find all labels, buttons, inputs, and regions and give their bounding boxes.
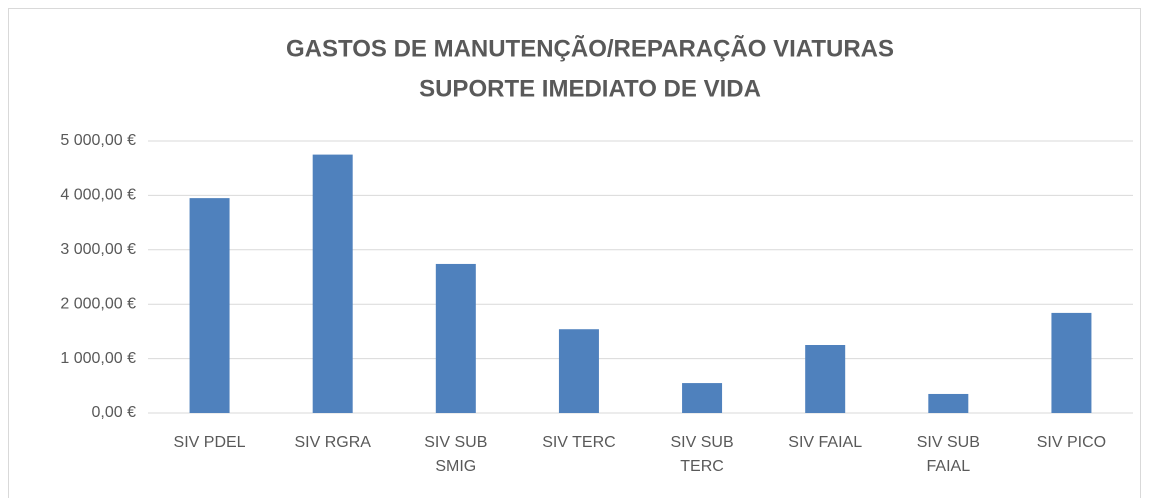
bar [435, 263, 476, 413]
bar [928, 393, 969, 413]
x-tick-label: SIV FAIAL [788, 434, 863, 451]
x-tick-label: SIV PDEL [173, 434, 246, 451]
y-tick-label: 4 000,00 € [60, 187, 136, 204]
bar [805, 345, 846, 413]
x-tick-label: SIV SUB SMIG [424, 434, 488, 475]
y-tick-label: 2 000,00 € [60, 295, 136, 312]
chart-subtitle: SUPORTE IMEDIATO DE VIDA [419, 75, 761, 102]
bar [189, 198, 230, 413]
bar [682, 383, 723, 413]
x-tick-label: SIV PICO [1036, 434, 1107, 451]
x-tick-label: SIV RGRA [294, 434, 371, 451]
bar [558, 329, 599, 413]
x-tick-label: SIV SUB TERC [670, 434, 734, 475]
bar [1051, 312, 1092, 413]
y-tick-label: 3 000,00 € [60, 241, 136, 258]
bar [312, 154, 353, 413]
y-tick-label: 0,00 € [92, 404, 137, 421]
x-tick-label: SIV TERC [542, 434, 616, 451]
chart-title: GASTOS DE MANUTENÇÃO/REPARAÇÃO VIATURAS [286, 34, 894, 62]
y-tick-label: 5 000,00 € [60, 132, 136, 149]
y-tick-label: 1 000,00 € [60, 350, 136, 367]
x-tick-label: SIV SUB FAIAL [916, 434, 980, 475]
